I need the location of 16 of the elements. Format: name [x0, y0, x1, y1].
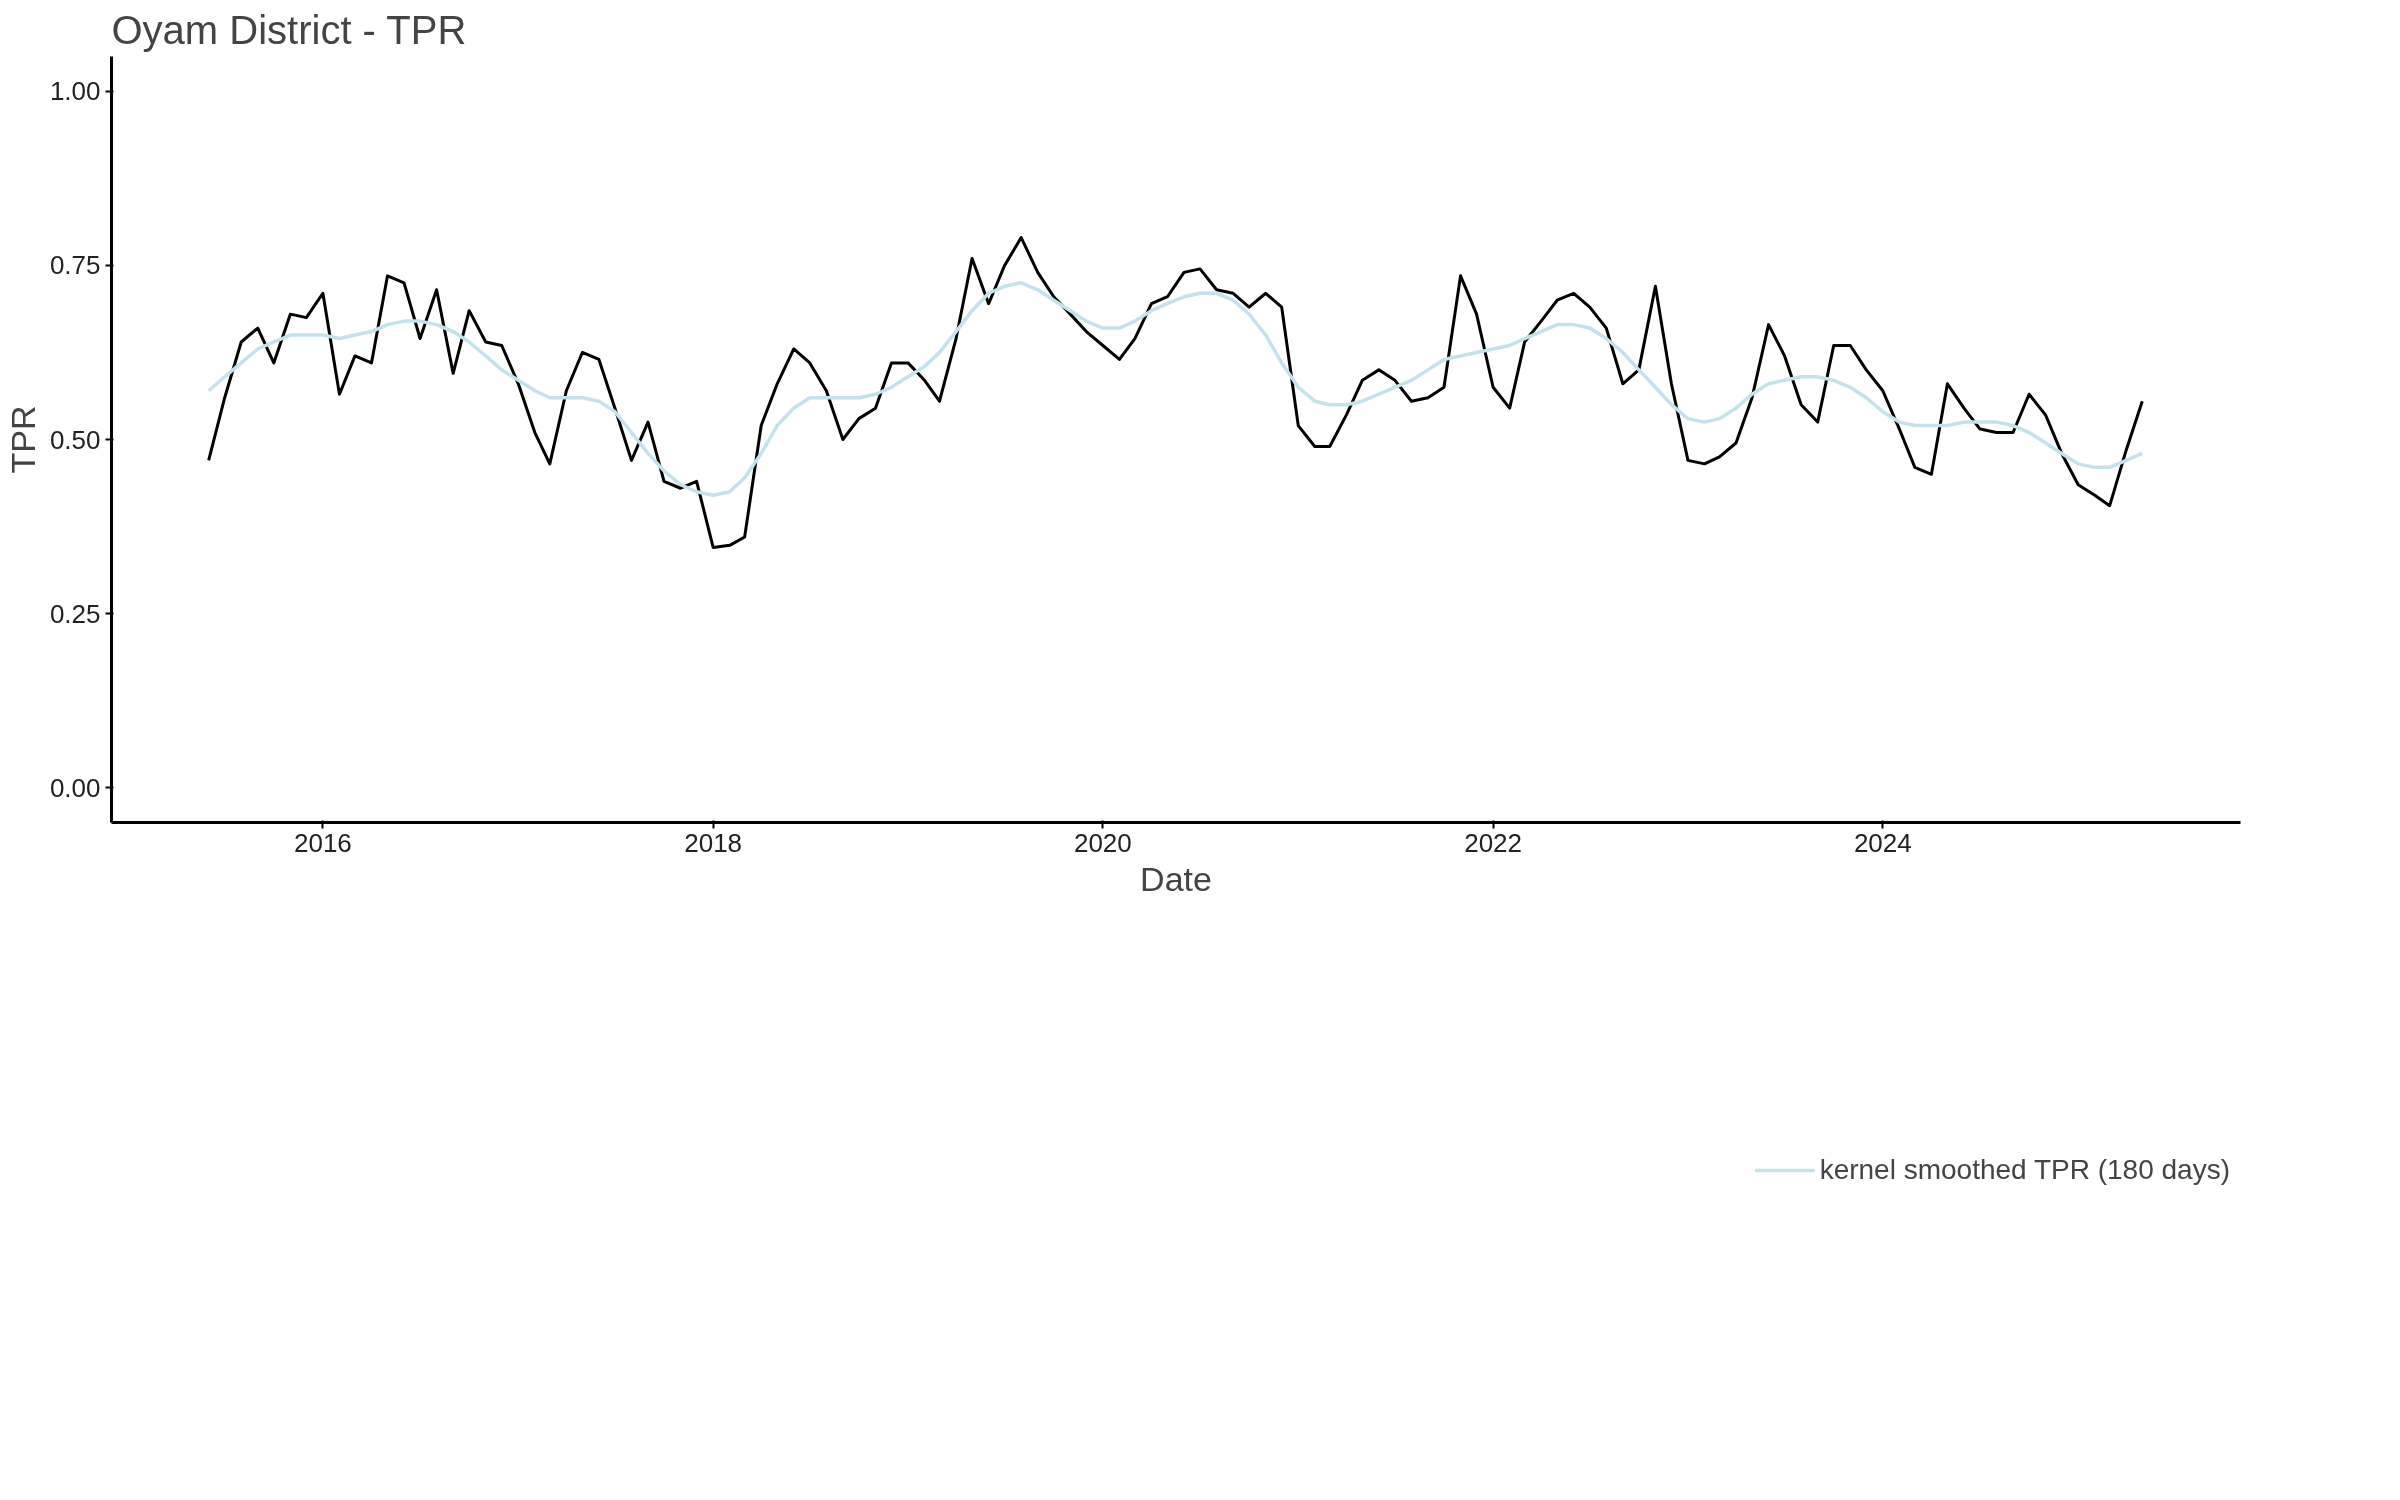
x-tick-label: 2024: [1853, 827, 1912, 858]
line-series: [206, 281, 2145, 497]
y-tick-label: 0.50: [49, 424, 101, 455]
x-tick-label: 2022: [1464, 827, 1523, 858]
y-axis-title: TPR: [3, 405, 42, 474]
x-tick-label: 2016: [293, 827, 352, 858]
y-tick-label: 0.00: [49, 772, 101, 803]
y-tick-label: 1.00: [49, 76, 101, 107]
x-tick-label: 2020: [1073, 827, 1132, 858]
line-series: [207, 236, 2144, 549]
chart-title: Oyam District - TPR: [111, 7, 467, 52]
y-tick-label: 0.75: [49, 250, 101, 281]
x-tick-label: 2018: [684, 827, 743, 858]
x-axis-title: Date: [1140, 859, 1212, 898]
legend-label: kernel smoothed TPR (180 days): [1819, 1154, 2230, 1186]
y-tick-label: 0.25: [49, 598, 101, 629]
